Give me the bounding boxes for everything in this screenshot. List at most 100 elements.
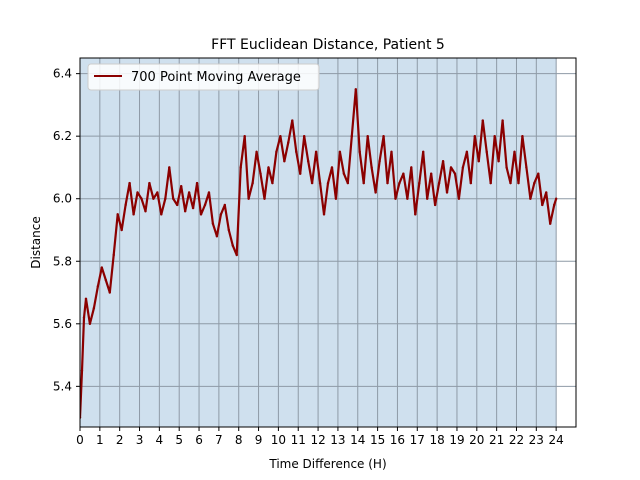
data-point xyxy=(477,159,480,163)
data-point xyxy=(120,228,123,232)
x-tick-label: 5 xyxy=(175,433,183,447)
data-point xyxy=(116,213,119,216)
data-point xyxy=(144,210,147,213)
data-point xyxy=(82,316,86,319)
data-point xyxy=(402,172,405,175)
data-point xyxy=(390,150,393,154)
data-point xyxy=(283,159,286,163)
data-point xyxy=(342,172,346,175)
x-tick-label: 11 xyxy=(291,433,306,447)
axes-frame xyxy=(79,57,577,428)
data-point xyxy=(215,235,219,238)
data-point xyxy=(92,306,96,310)
data-point xyxy=(554,197,558,200)
data-point xyxy=(152,197,155,200)
data-point xyxy=(187,191,191,194)
data-point xyxy=(251,181,254,185)
data-point xyxy=(199,213,203,216)
data-point xyxy=(295,150,298,154)
data-point xyxy=(172,197,175,200)
x-tick-label: 22 xyxy=(509,433,524,447)
data-point xyxy=(549,222,552,225)
x-tick-label: 17 xyxy=(410,433,425,447)
data-point xyxy=(179,185,183,188)
data-point xyxy=(259,172,262,175)
y-tick-label: 5.6 xyxy=(53,317,72,331)
x-tick-label: 24 xyxy=(549,433,564,447)
x-tick-label: 12 xyxy=(310,433,325,447)
data-point xyxy=(136,191,139,194)
data-point xyxy=(203,203,207,207)
y-tick-label: 5.8 xyxy=(53,254,72,268)
x-tick-label: 2 xyxy=(116,433,124,447)
data-point xyxy=(429,172,433,175)
data-point xyxy=(243,134,246,138)
data-point xyxy=(211,222,215,225)
data-point xyxy=(128,181,131,185)
data-point xyxy=(207,191,211,194)
data-point xyxy=(227,228,230,232)
legend-label: 700 Point Moving Average xyxy=(131,70,301,85)
x-tick-label: 3 xyxy=(136,433,144,447)
y-axis-ticks: 5.4 5.6 5.8 6.0 6.2 6.4 xyxy=(53,67,80,393)
data-point xyxy=(537,172,540,175)
data-point xyxy=(108,291,111,294)
x-tick-label: 14 xyxy=(350,433,365,447)
data-point xyxy=(223,203,227,207)
data-point xyxy=(183,210,187,213)
data-point xyxy=(493,134,496,138)
data-point xyxy=(481,119,484,122)
data-point xyxy=(398,181,401,185)
data-point xyxy=(354,88,357,91)
data-point xyxy=(529,197,532,200)
y-tick-label: 6.2 xyxy=(53,129,72,143)
x-tick-label: 15 xyxy=(370,433,385,447)
legend-box xyxy=(87,63,320,91)
x-tick-label: 20 xyxy=(469,433,484,447)
data-point xyxy=(275,150,278,154)
y-tick-label: 6.4 xyxy=(53,67,72,81)
data-point xyxy=(457,197,461,200)
data-point xyxy=(287,141,290,144)
data-point xyxy=(366,134,369,138)
x-tick-label: 21 xyxy=(489,433,504,447)
data-point xyxy=(513,150,516,154)
data-point xyxy=(168,166,171,169)
data-point xyxy=(132,213,135,216)
data-point xyxy=(84,297,88,300)
data-point xyxy=(485,150,488,154)
data-point xyxy=(386,181,389,185)
data-point xyxy=(525,166,528,169)
data-point xyxy=(104,278,107,282)
data-point xyxy=(410,166,413,169)
data-point xyxy=(80,369,84,372)
data-point xyxy=(326,181,330,185)
x-tick-label: 23 xyxy=(529,433,544,447)
data-point xyxy=(406,197,409,200)
data-point xyxy=(140,197,143,200)
data-point xyxy=(267,166,270,169)
x-tick-label: 7 xyxy=(215,433,223,447)
data-point xyxy=(489,181,492,185)
x-tick-label: 6 xyxy=(195,433,203,447)
data-point xyxy=(176,203,179,207)
data-point xyxy=(501,119,504,122)
x-axis-label: Time Difference (H) xyxy=(268,457,386,471)
data-point xyxy=(473,134,477,138)
data-point xyxy=(426,197,429,200)
y-axis-label: Distance xyxy=(29,216,43,268)
data-point xyxy=(362,181,365,185)
x-tick-label: 19 xyxy=(449,433,464,447)
data-point xyxy=(545,191,548,194)
data-point xyxy=(370,166,373,169)
data-point xyxy=(394,197,397,200)
x-tick-label: 1 xyxy=(96,433,104,447)
data-point xyxy=(346,181,350,185)
x-tick-label: 18 xyxy=(429,433,444,447)
data-point xyxy=(497,159,500,163)
data-point xyxy=(112,253,115,257)
data-point xyxy=(449,166,453,169)
data-point xyxy=(88,322,92,326)
data-point xyxy=(552,203,556,207)
